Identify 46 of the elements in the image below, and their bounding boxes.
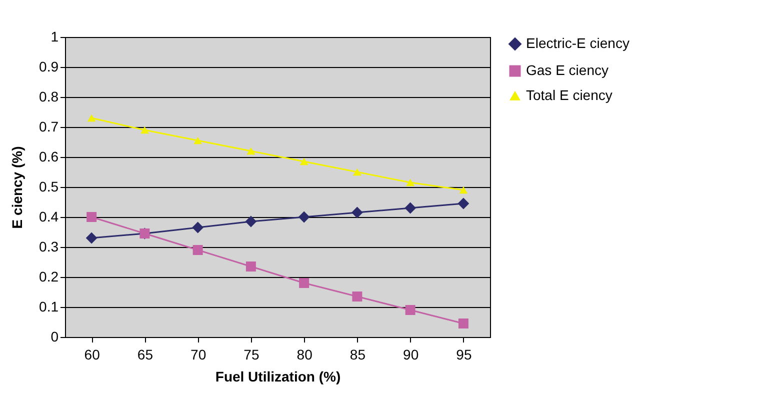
point: [192, 222, 204, 234]
y-tick-label: 0.9: [39, 58, 59, 74]
point: [353, 168, 362, 176]
x-tick-label: 80: [296, 346, 313, 362]
point: [87, 114, 96, 122]
y-axis-title: E ciency (%): [9, 146, 26, 229]
y-tick-label: 0.6: [39, 148, 59, 164]
point: [405, 305, 416, 315]
y-tick-label: 0.1: [39, 298, 59, 314]
y-tick-label: 0.4: [39, 208, 59, 224]
y-tick-label: 1: [50, 28, 59, 44]
point: [459, 186, 468, 194]
x-tick-label: 85: [350, 346, 366, 362]
x-tick-label: 70: [190, 346, 206, 362]
point: [406, 178, 414, 186]
point: [245, 216, 257, 228]
point: [192, 245, 203, 255]
y-tick-label: 0.8: [39, 88, 59, 104]
point: [86, 212, 97, 222]
point: [351, 206, 363, 218]
point: [458, 198, 470, 210]
x-tick-label: 60: [84, 346, 100, 362]
y-tick-label: 0.5: [39, 178, 59, 194]
point: [352, 292, 362, 302]
y-tick-label: 0: [50, 328, 59, 344]
y-tick-label: 0.3: [39, 238, 59, 254]
point: [300, 158, 308, 166]
x-tick-label: 95: [456, 346, 472, 362]
point: [299, 278, 310, 288]
x-tick-label: 90: [403, 346, 419, 362]
legend-label: Total E ciency: [526, 87, 612, 103]
point: [298, 211, 310, 223]
point: [86, 232, 98, 244]
point: [458, 318, 468, 328]
legend-label: Electric-E ciency: [526, 35, 630, 51]
point: [246, 147, 256, 155]
point: [140, 126, 149, 134]
y-tick-label: 0.2: [39, 268, 59, 284]
x-tick-label: 65: [137, 346, 154, 362]
x-axis-title: Fuel Utilization (%): [215, 368, 341, 384]
x-tick-label: 75: [244, 346, 260, 362]
point: [246, 262, 256, 272]
y-tick-label: 0.7: [39, 118, 59, 134]
point: [194, 136, 202, 144]
point: [404, 202, 416, 214]
legend-label: Gas E ciency: [526, 62, 608, 78]
